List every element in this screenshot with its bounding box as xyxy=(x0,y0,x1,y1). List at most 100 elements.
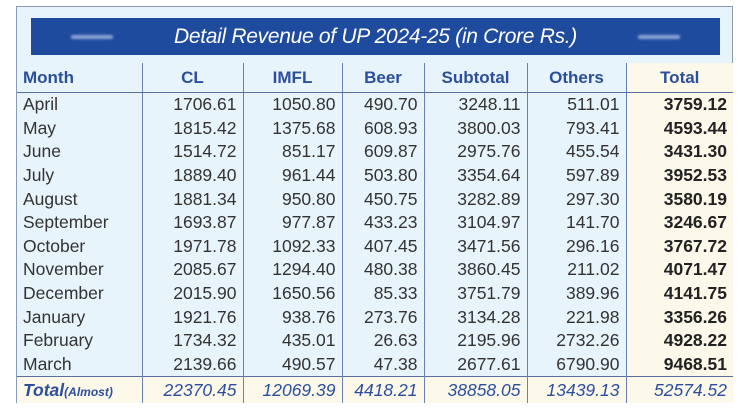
value-cell: 3759.12 xyxy=(625,92,733,117)
value-cell: 490.57 xyxy=(242,352,342,377)
value-cell: 141.70 xyxy=(526,210,626,235)
table-row: July 1889.40 961.44 503.80 3354.64 597.89 3952… xyxy=(17,163,733,188)
value-cell: 609.87 xyxy=(341,140,424,164)
value-cell: 47.38 xyxy=(341,352,424,377)
value-cell: 221.98 xyxy=(526,305,626,329)
value-cell: 851.17 xyxy=(242,140,342,164)
value-cell: 2677.61 xyxy=(423,352,527,377)
month-cell: November xyxy=(23,259,104,280)
value-cell: 435.01 xyxy=(242,328,342,353)
value-cell: 3767.72 xyxy=(625,234,733,259)
header-row: Month CL IMFL Beer Subtotal Others Total xyxy=(17,63,733,93)
value-cell: 2085.67 xyxy=(141,258,243,282)
month-cell: May xyxy=(23,117,57,138)
value-cell: 3800.03 xyxy=(423,116,527,141)
value-cell: 3580.19 xyxy=(625,187,733,211)
value-cell: 4141.75 xyxy=(625,281,733,306)
value-cell: 1881.34 xyxy=(141,187,243,211)
value-cell: 407.45 xyxy=(341,234,424,259)
total-value-cell: 38858.05 xyxy=(423,376,527,404)
value-cell: 4593.44 xyxy=(625,116,733,141)
month-cell: February xyxy=(23,330,94,351)
value-cell: 4928.22 xyxy=(625,328,733,353)
value-cell: 450.75 xyxy=(341,187,424,211)
value-cell: 3246.67 xyxy=(625,210,733,235)
total-value-cell: 4418.21 xyxy=(341,376,424,404)
total-row: Total(Almost) 22370.45 12069.39 4418.21 3885… xyxy=(17,376,733,404)
total-value-cell: 52574.52 xyxy=(625,376,733,404)
value-cell: 3134.28 xyxy=(423,305,527,329)
table-row: January 1921.76 938.76 273.76 3134.28 221.98 3… xyxy=(17,305,733,329)
value-cell: 1050.80 xyxy=(242,92,342,117)
month-cell: January xyxy=(23,306,86,327)
month-cell: July xyxy=(23,165,55,186)
value-cell: 2139.66 xyxy=(141,352,243,377)
value-cell: 4071.47 xyxy=(625,258,733,282)
value-cell: 1889.40 xyxy=(141,163,243,188)
value-cell: 3248.11 xyxy=(423,92,527,117)
month-cell: October xyxy=(23,235,86,256)
title-banner: Detail Revenue of UP 2024-25 (in Crore R… xyxy=(31,18,720,55)
value-cell: 977.87 xyxy=(242,210,342,235)
value-cell: 2195.96 xyxy=(423,328,527,353)
value-cell: 480.38 xyxy=(341,258,424,282)
table-row: May 1815.42 1375.68 608.93 3800.03 793.41 4593… xyxy=(17,116,733,141)
table-row: August 1881.34 950.80 450.75 3282.89 297.30 35… xyxy=(17,187,733,211)
value-cell: 455.54 xyxy=(526,140,626,164)
decorative-dash xyxy=(71,35,113,39)
column-header-subtotal: Subtotal xyxy=(423,63,527,93)
revenue-table: Month CL IMFL Beer Subtotal Others Total April… xyxy=(17,63,733,404)
value-cell: 1092.33 xyxy=(242,234,342,259)
value-cell: 1734.32 xyxy=(141,328,243,353)
total-label: Total xyxy=(23,379,65,400)
column-header-cl: CL xyxy=(141,63,243,93)
month-cell: June xyxy=(23,141,61,162)
month-cell: September xyxy=(23,212,109,233)
column-header-others: Others xyxy=(526,63,626,93)
column-header-imfl: IMFL xyxy=(242,63,342,93)
value-cell: 3104.97 xyxy=(423,210,527,235)
total-value-cell: 13439.13 xyxy=(526,376,626,404)
value-cell: 1514.72 xyxy=(141,140,243,164)
value-cell: 3431.30 xyxy=(625,140,733,164)
value-cell: 938.76 xyxy=(242,305,342,329)
table-row: November 2085.67 1294.40 480.38 3860.45 211.0… xyxy=(17,258,733,282)
table-row: December 2015.90 1650.56 85.33 3751.79 389.96… xyxy=(17,281,733,306)
value-cell: 389.96 xyxy=(526,281,626,306)
month-cell: December xyxy=(23,283,104,304)
value-cell: 511.01 xyxy=(526,92,626,117)
table-row: September 1693.87 977.87 433.23 3104.97 141.7… xyxy=(17,210,733,235)
value-cell: 597.89 xyxy=(526,163,626,188)
value-cell: 1971.78 xyxy=(141,234,243,259)
value-cell: 950.80 xyxy=(242,187,342,211)
value-cell: 3860.45 xyxy=(423,258,527,282)
value-cell: 3356.26 xyxy=(625,305,733,329)
value-cell: 1650.56 xyxy=(242,281,342,306)
value-cell: 9468.51 xyxy=(625,352,733,377)
month-cell: March xyxy=(23,353,72,374)
value-cell: 85.33 xyxy=(341,281,424,306)
value-cell: 26.63 xyxy=(341,328,424,353)
value-cell: 1921.76 xyxy=(141,305,243,329)
value-cell: 3354.64 xyxy=(423,163,527,188)
value-cell: 1375.68 xyxy=(242,116,342,141)
value-cell: 2732.26 xyxy=(526,328,626,353)
value-cell: 793.41 xyxy=(526,116,626,141)
column-header-total: Total xyxy=(625,63,733,93)
value-cell: 273.76 xyxy=(341,305,424,329)
table-title: Detail Revenue of UP 2024-25 (in Crore R… xyxy=(173,24,577,48)
value-cell: 2975.76 xyxy=(423,140,527,164)
total-label-cell: Total(Almost) xyxy=(17,376,142,404)
value-cell: 211.02 xyxy=(526,258,626,282)
value-cell: 1693.87 xyxy=(141,210,243,235)
value-cell: 2015.90 xyxy=(141,281,243,306)
value-cell: 3282.89 xyxy=(423,187,527,211)
value-cell: 1294.40 xyxy=(242,258,342,282)
value-cell: 296.16 xyxy=(526,234,626,259)
decorative-dash xyxy=(638,35,680,39)
month-cell: April xyxy=(23,94,59,115)
revenue-table-card: Detail Revenue of UP 2024-25 (in Crore R… xyxy=(16,6,733,404)
value-cell: 503.80 xyxy=(341,163,424,188)
column-header-month: Month xyxy=(17,63,142,93)
value-cell: 3952.53 xyxy=(625,163,733,188)
